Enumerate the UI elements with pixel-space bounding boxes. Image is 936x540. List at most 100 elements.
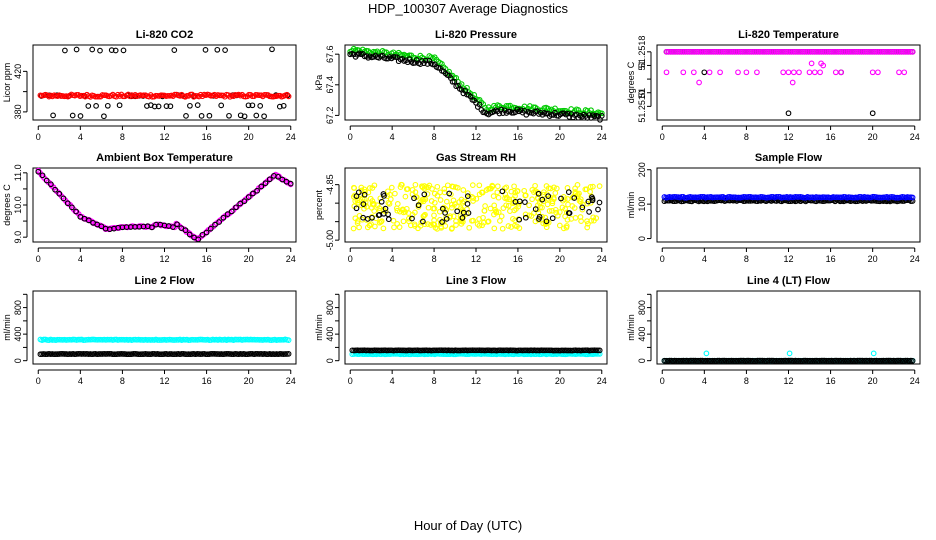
data-point bbox=[254, 187, 260, 194]
data-point bbox=[499, 188, 506, 195]
data-point bbox=[701, 48, 708, 55]
data-point bbox=[799, 48, 806, 55]
data-point bbox=[443, 216, 450, 222]
data-point bbox=[767, 48, 774, 55]
y-tick-label: 9.0 bbox=[13, 231, 23, 244]
data-point bbox=[356, 197, 363, 204]
data-point bbox=[69, 112, 76, 119]
data-point bbox=[674, 48, 681, 55]
x-tick-label: 4 bbox=[78, 254, 83, 264]
data-point bbox=[399, 182, 405, 188]
x-tick-label: 0 bbox=[660, 254, 665, 264]
y-tick-label: 420 bbox=[13, 64, 23, 79]
data-point bbox=[479, 189, 486, 196]
data-point bbox=[381, 193, 387, 199]
data-point bbox=[775, 48, 782, 55]
data-point bbox=[516, 198, 523, 205]
data-point bbox=[735, 48, 742, 55]
data-point bbox=[565, 189, 572, 195]
data-point bbox=[425, 221, 431, 227]
data-point bbox=[543, 347, 550, 354]
x-tick-label: 4 bbox=[702, 376, 707, 386]
panel-title: Li-820 Temperature bbox=[738, 29, 839, 41]
x-tick-label: 16 bbox=[826, 376, 836, 386]
data-point bbox=[378, 198, 385, 205]
data-point bbox=[743, 48, 749, 55]
data-point bbox=[877, 48, 884, 55]
y-tick-label: -4.85 bbox=[325, 174, 335, 195]
data-point bbox=[786, 350, 793, 357]
data-point bbox=[858, 357, 864, 364]
data-point bbox=[766, 357, 773, 364]
data-point bbox=[118, 336, 125, 343]
data-point bbox=[806, 69, 813, 76]
data-point bbox=[135, 351, 142, 358]
data-point bbox=[453, 222, 459, 228]
x-tick-label: 0 bbox=[348, 132, 353, 142]
x-tick-label: 8 bbox=[744, 132, 749, 142]
data-point bbox=[722, 48, 729, 55]
panel-title: Sample Flow bbox=[755, 152, 823, 164]
y-axis-label: percent bbox=[314, 189, 324, 220]
data-point bbox=[275, 173, 281, 180]
data-point bbox=[553, 347, 560, 354]
data-point bbox=[564, 347, 570, 354]
data-point bbox=[416, 347, 423, 354]
x-tick-label: 8 bbox=[432, 132, 437, 142]
figure-title: HDP_100307 Average Diagnostics bbox=[368, 1, 568, 16]
data-point bbox=[203, 229, 210, 236]
data-point bbox=[837, 48, 844, 55]
data-point bbox=[490, 193, 497, 199]
data-point bbox=[826, 48, 833, 55]
data-point bbox=[362, 188, 368, 195]
data-point bbox=[579, 204, 586, 211]
data-point bbox=[552, 190, 559, 196]
data-point bbox=[451, 78, 458, 85]
data-point bbox=[199, 231, 206, 238]
data-point bbox=[184, 93, 190, 99]
y-tick-label: 800 bbox=[325, 300, 335, 315]
x-tick-label: 4 bbox=[78, 132, 83, 142]
data-point bbox=[676, 48, 683, 55]
panel-title: Line 3 Flow bbox=[446, 275, 506, 287]
data-point bbox=[556, 222, 563, 229]
data-point bbox=[498, 213, 505, 220]
data-point bbox=[739, 357, 745, 364]
data-point bbox=[785, 357, 792, 364]
data-point bbox=[796, 69, 802, 76]
data-point bbox=[437, 347, 443, 354]
data-point bbox=[801, 357, 807, 364]
data-point bbox=[393, 205, 400, 212]
series-magenta bbox=[35, 167, 294, 242]
data-point bbox=[577, 214, 584, 220]
data-point bbox=[360, 214, 366, 221]
data-point bbox=[482, 203, 488, 209]
y-tick-label: 51.2510 bbox=[637, 90, 647, 123]
data-point bbox=[461, 198, 467, 205]
panel-title: Gas Stream RH bbox=[436, 152, 516, 164]
data-point bbox=[522, 211, 529, 218]
data-point bbox=[909, 194, 916, 201]
data-point bbox=[424, 191, 431, 197]
y-axis-label: ml/min bbox=[2, 314, 12, 341]
data-point bbox=[436, 208, 443, 215]
data-point bbox=[64, 200, 71, 207]
data-point bbox=[693, 48, 700, 55]
data-point bbox=[739, 48, 746, 55]
data-point bbox=[856, 357, 863, 364]
x-tick-label: 16 bbox=[513, 376, 523, 386]
data-point bbox=[724, 48, 730, 55]
data-point bbox=[40, 336, 47, 343]
data-point bbox=[756, 48, 763, 55]
data-point bbox=[890, 48, 897, 55]
data-point bbox=[174, 221, 180, 228]
data-point bbox=[470, 195, 477, 201]
data-point bbox=[282, 351, 289, 357]
data-point bbox=[369, 214, 375, 221]
data-point bbox=[870, 48, 876, 55]
data-point bbox=[89, 336, 95, 343]
data-point bbox=[782, 48, 789, 55]
data-point bbox=[431, 205, 438, 212]
data-point bbox=[539, 196, 546, 203]
